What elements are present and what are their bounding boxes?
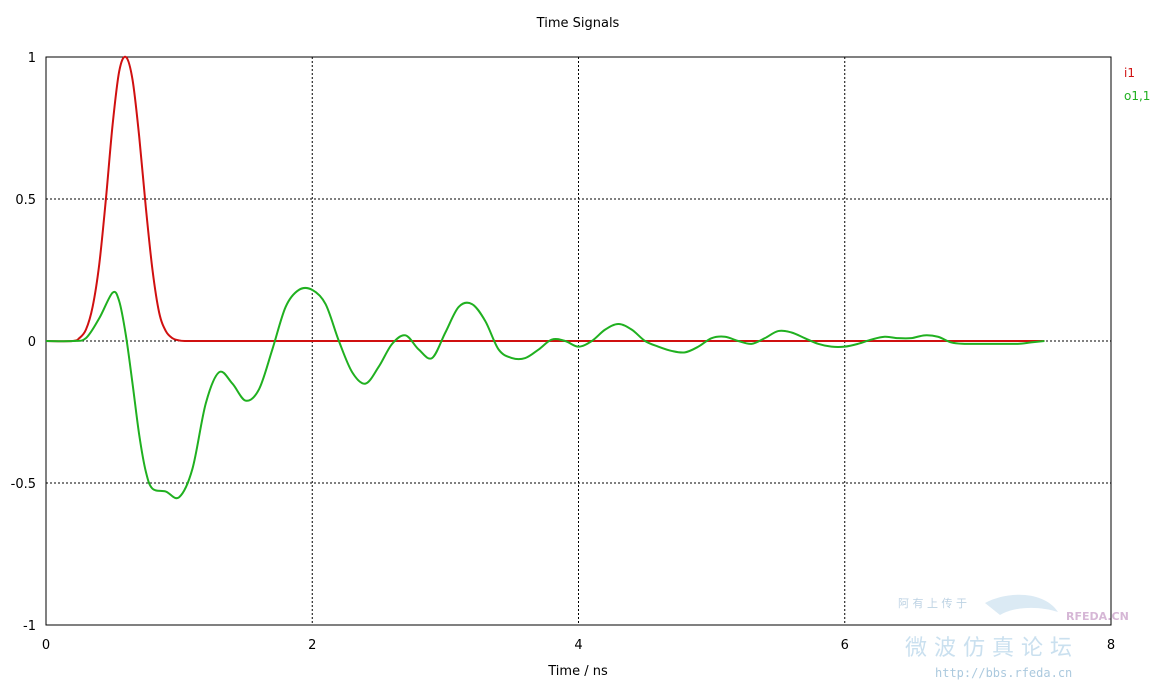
watermark-upload-note: 阿 有 上 传 于	[898, 596, 967, 610]
x-tick-label: 2	[308, 638, 316, 653]
y-tick-label: 0.5	[15, 193, 36, 208]
chart-title: Time Signals	[536, 16, 620, 31]
tick-labels: 0 2 4 6 8 -1 -0.5 0 0.5 1	[11, 51, 1116, 653]
y-tick-label: 0	[28, 335, 36, 350]
watermark-brand: RFEDA.CN	[1066, 610, 1129, 623]
watermark-wing-shape	[985, 594, 1058, 615]
y-tick-label: -0.5	[11, 477, 36, 492]
legend-item-i1: i1	[1124, 66, 1135, 80]
x-tick-label: 4	[574, 638, 582, 653]
watermark-url: http://bbs.rfeda.cn	[935, 666, 1072, 680]
x-tick-label: 0	[42, 638, 50, 653]
x-axis-label: Time / ns	[547, 664, 608, 679]
series-layer	[45, 55, 1045, 500]
series-line-o1-1	[45, 286, 1045, 500]
x-tick-label: 6	[841, 638, 849, 653]
watermark-title: 微 波 仿 真 论 坛	[905, 636, 1072, 661]
y-tick-label: -1	[23, 619, 36, 634]
legend-item-o1-1: o1,1	[1124, 89, 1150, 103]
x-tick-label: 8	[1107, 638, 1115, 653]
series-line-i1	[45, 55, 1045, 343]
watermark: 阿 有 上 传 于 RFEDA.CN 微 波 仿 真 论 坛 http://bb…	[898, 594, 1129, 680]
legend: i1 o1,1	[1124, 66, 1150, 103]
y-tick-label: 1	[28, 51, 36, 66]
